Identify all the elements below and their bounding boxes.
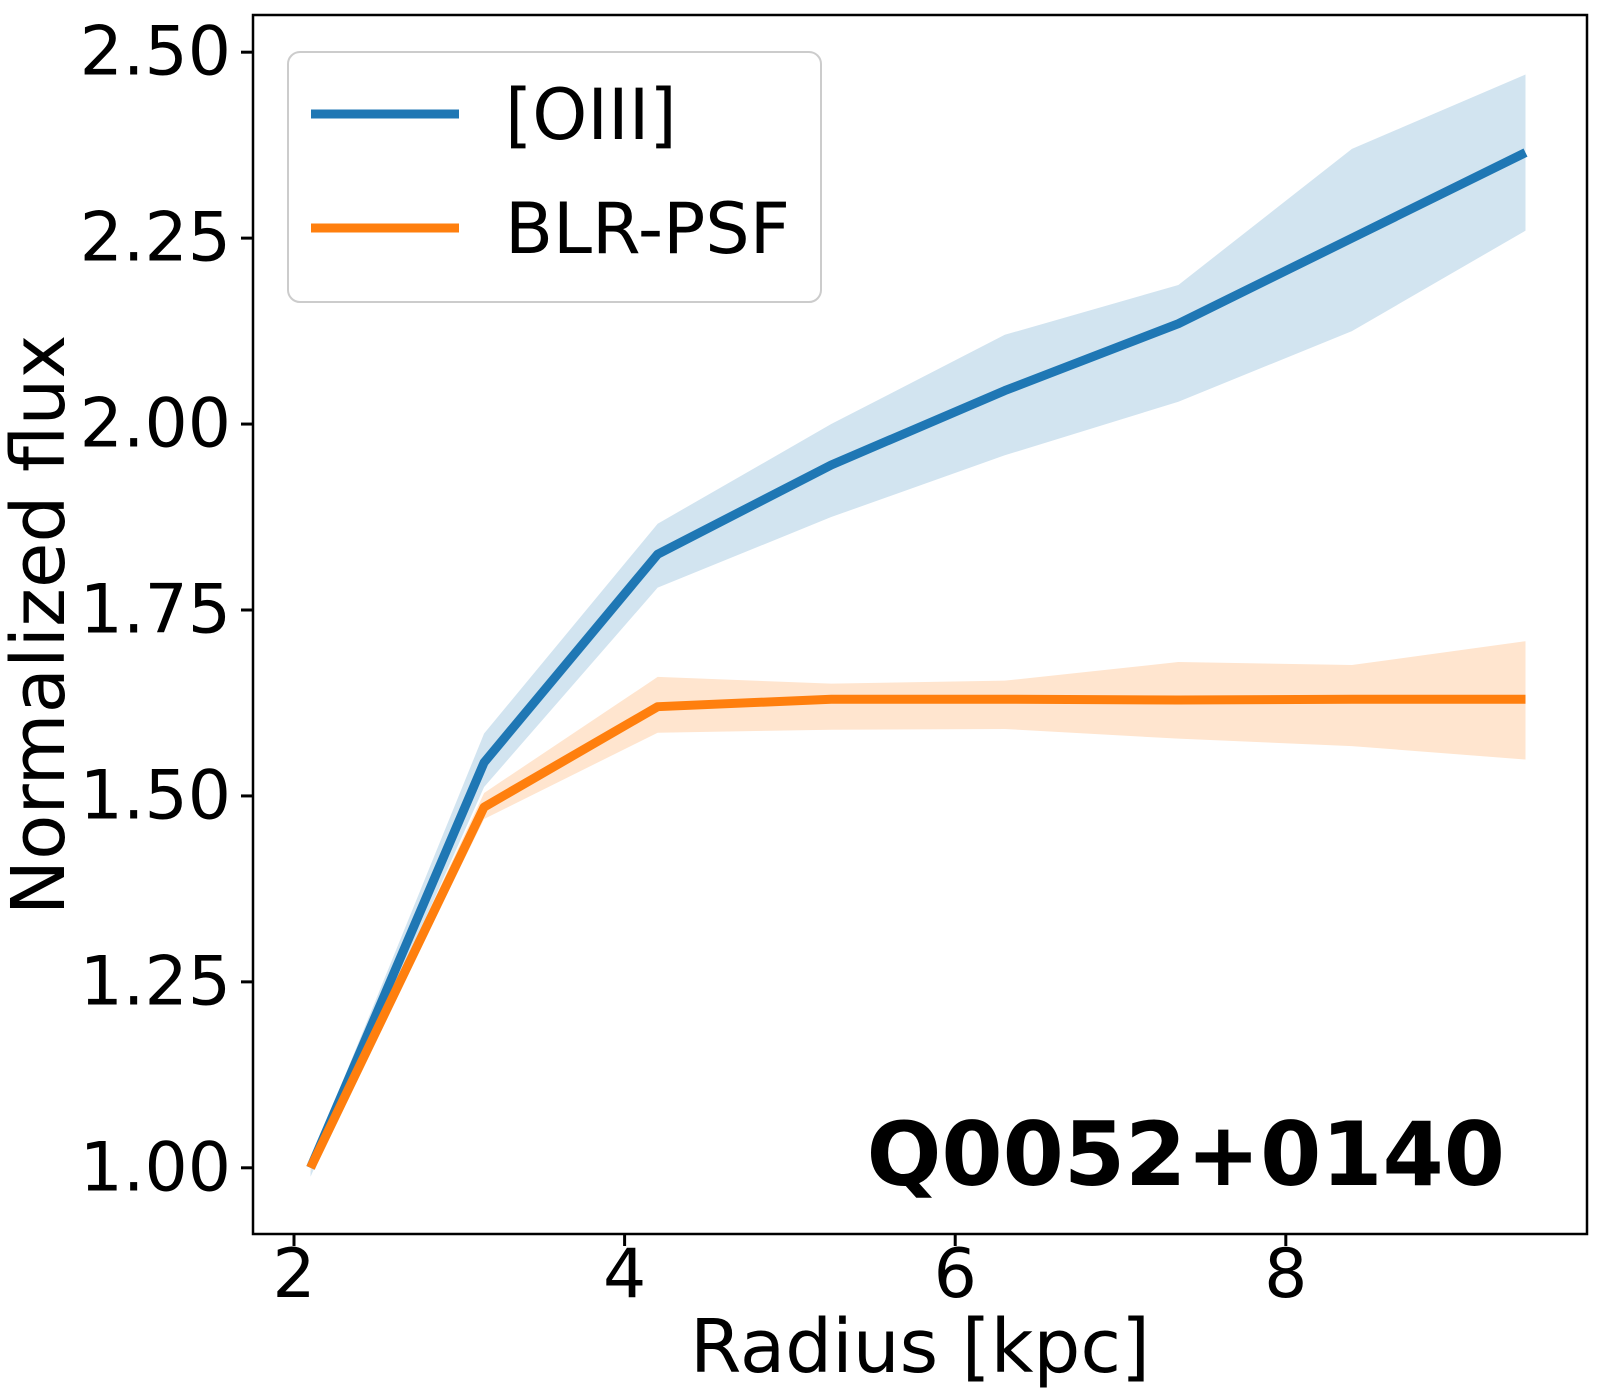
legend-label-blr-psf: BLR-PSF	[505, 188, 790, 270]
y-tick-label: 1.50	[80, 756, 231, 835]
x-tick-label: 4	[603, 1235, 646, 1314]
series-lines-layer	[306, 148, 1528, 1170]
y-tick-label: 2.25	[80, 199, 231, 278]
x-tick-label: 2	[272, 1235, 315, 1314]
tick-labels-layer: 2 4 6 8 1.00 1.25 1.50 1.75 2.00 2.25 2.50	[80, 13, 1308, 1314]
x-tick-label: 6	[934, 1235, 977, 1314]
series-line-0	[306, 148, 1528, 1170]
series-band-1	[310, 641, 1526, 1172]
y-tick-label: 1.00	[80, 1128, 231, 1207]
y-tick-label: 1.75	[80, 570, 231, 649]
series-line-1	[306, 694, 1526, 1170]
source-annotation: Q0052+0140	[867, 1103, 1505, 1206]
confidence-bands-layer	[310, 74, 1526, 1177]
legend-label-oiii: [OIII]	[505, 74, 677, 156]
x-axis-label: Radius [kpc]	[690, 1304, 1150, 1390]
ticks-layer	[241, 50, 1288, 1246]
y-tick-label: 2.00	[80, 385, 231, 464]
plot-frame	[251, 13, 1589, 1236]
y-axis-label: Normalized flux	[0, 335, 82, 915]
series-band-0	[310, 74, 1526, 1177]
y-tick-label: 1.25	[80, 942, 231, 1021]
legend: [OIII] BLR-PSF	[287, 51, 822, 303]
y-tick-label: 2.50	[80, 13, 231, 92]
x-tick-label: 8	[1264, 1235, 1307, 1314]
